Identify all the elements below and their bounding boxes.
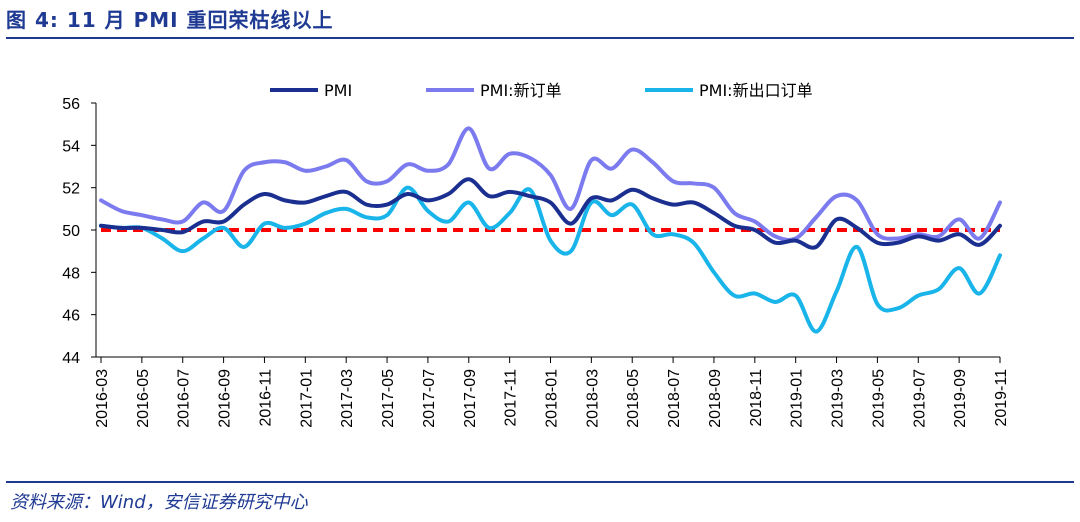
x-tick-label: 2016-11	[257, 369, 274, 427]
x-tick-label: 2018-03	[584, 369, 601, 428]
legend-item-pmi: PMI	[270, 81, 352, 100]
x-tick-label: 2018-05	[625, 369, 642, 428]
series-pmi-new-export-orders-line	[99, 185, 1002, 334]
series-pmi-new-orders-line	[99, 126, 1002, 242]
x-tick-label: 2019-01	[789, 369, 806, 428]
y-tick-label: 44	[62, 350, 80, 367]
source-note: 资料来源：Wind，安信证券研究中心	[10, 492, 308, 513]
legend-item-pmi-new-orders: PMI:新订单	[426, 81, 562, 100]
x-tick-label: 2016-05	[135, 369, 152, 428]
legend-item-pmi-new-export-orders: PMI:新出口订单	[645, 81, 813, 100]
y-tick-label: 50	[62, 223, 80, 240]
y-tick-label: 56	[62, 96, 80, 113]
y-tick-label: 54	[62, 138, 80, 155]
title-divider	[6, 37, 1074, 39]
x-tick-label: 2018-09	[707, 369, 724, 428]
x-tick-label: 2017-09	[462, 369, 479, 428]
x-tick-label: 2019-11	[993, 369, 1010, 427]
x-tick-label: 2017-07	[421, 369, 438, 428]
x-tick-label: 2019-07	[911, 369, 928, 428]
y-tick-label: 52	[62, 181, 80, 198]
x-tick-label: 2018-01	[544, 369, 561, 428]
y-tick-label: 48	[62, 265, 80, 282]
legend-label: PMI:新订单	[480, 81, 562, 100]
legend-label: PMI:新出口订单	[699, 81, 813, 100]
source-divider	[6, 481, 1074, 483]
x-tick-label: 2016-07	[176, 369, 193, 428]
x-tick-label: 2019-09	[952, 369, 969, 428]
x-tick-label: 2019-05	[870, 369, 887, 428]
x-tick-label: 2018-07	[666, 369, 683, 428]
x-tick-label: 2019-03	[830, 369, 847, 428]
x-tick-label: 2017-11	[503, 369, 520, 427]
chart-series	[99, 126, 1002, 334]
legend-label: PMI	[324, 81, 352, 100]
chart-legend: PMI PMI:新订单 PMI:新出口订单	[270, 81, 813, 100]
x-tick-label: 2016-09	[217, 369, 234, 428]
series-pmi-line	[99, 177, 1002, 250]
figure-title: 图 4: 11 月 PMI 重回荣枯线以上	[6, 8, 334, 32]
x-tick-label: 2018-11	[748, 369, 765, 427]
x-tick-label: 2017-03	[339, 369, 356, 428]
x-tick-label: 2016-03	[94, 369, 111, 428]
y-tick-label: 46	[62, 308, 80, 325]
x-tick-label: 2017-05	[380, 369, 397, 428]
line-chart: 44 46 48 50 52 54 56 2016-03 2016-05 2016-07 2016-…	[62, 81, 1010, 428]
x-tick-label: 2017-01	[298, 369, 315, 428]
chart-axes: 44 46 48 50 52 54 56 2016-03 2016-05 2016-07 2016-…	[62, 96, 1010, 428]
